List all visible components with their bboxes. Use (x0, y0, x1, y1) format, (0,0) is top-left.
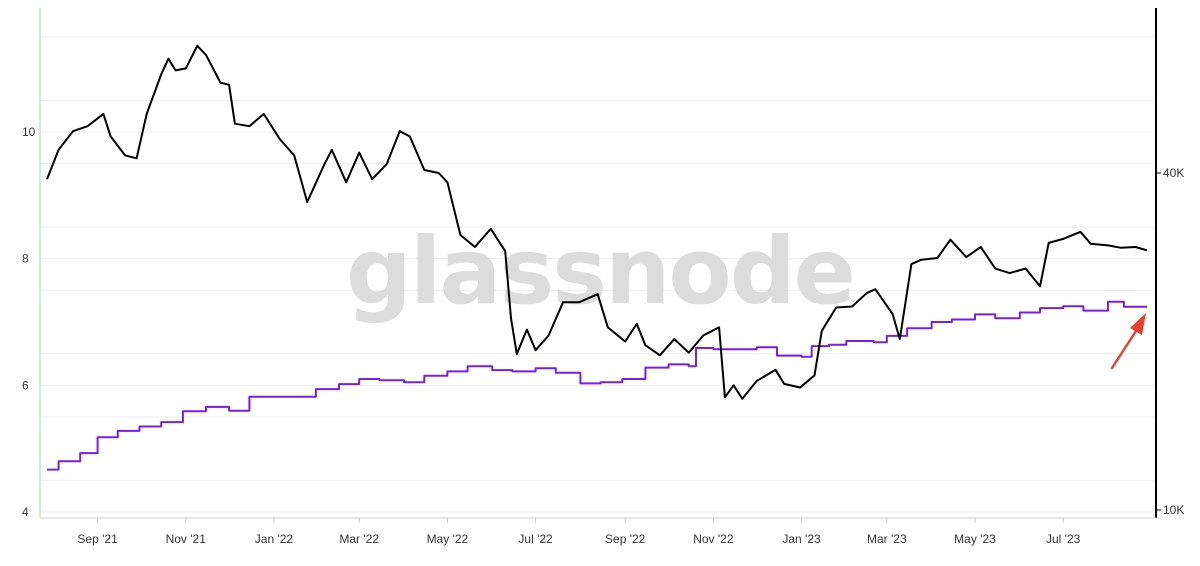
x-tick-label: Nov '22 (693, 532, 734, 546)
x-tick-label: Jan '23 (782, 532, 821, 546)
arrow-head (1130, 313, 1146, 335)
y-axis-right: 10K 40K (1156, 166, 1184, 517)
y-right-tick-label: 10K (1163, 503, 1184, 517)
x-tick-label: Sep '22 (605, 532, 646, 546)
x-tick-label: Nov '21 (166, 532, 207, 546)
x-axis: Sep '21 Nov '21 Jan '22 Mar '22 May '22 Jul '… (77, 518, 1081, 546)
x-tick-label: Jan '22 (255, 532, 294, 546)
y-left-tick-label: 8 (22, 252, 29, 266)
x-tick-label: Mar '22 (339, 532, 379, 546)
series-line-left-axis (47, 300, 1147, 471)
x-tick-label: May '22 (427, 532, 469, 546)
y-left-tick-label: 6 (22, 378, 29, 392)
series-line-right-axis (46, 44, 1148, 400)
arrow-shaft (1110, 326, 1140, 370)
x-tick-label: Jul '22 (518, 532, 553, 546)
x-tick-label: Mar '23 (867, 532, 907, 546)
y-right-tick-label: 40K (1163, 166, 1184, 180)
x-tick-label: Sep '21 (77, 532, 118, 546)
y-left-tick-label: 4 (22, 505, 29, 519)
x-tick-label: May '23 (954, 532, 996, 546)
x-tick-label: Jul '23 (1046, 532, 1081, 546)
y-left-tick-label: 10 (22, 125, 36, 139)
series-layer (46, 44, 1148, 471)
watermark: glassnode (346, 218, 854, 325)
gridlines (40, 36, 1156, 513)
arrow-annotation (1110, 313, 1146, 370)
y-axis-left: 4 6 8 10 (22, 125, 36, 519)
